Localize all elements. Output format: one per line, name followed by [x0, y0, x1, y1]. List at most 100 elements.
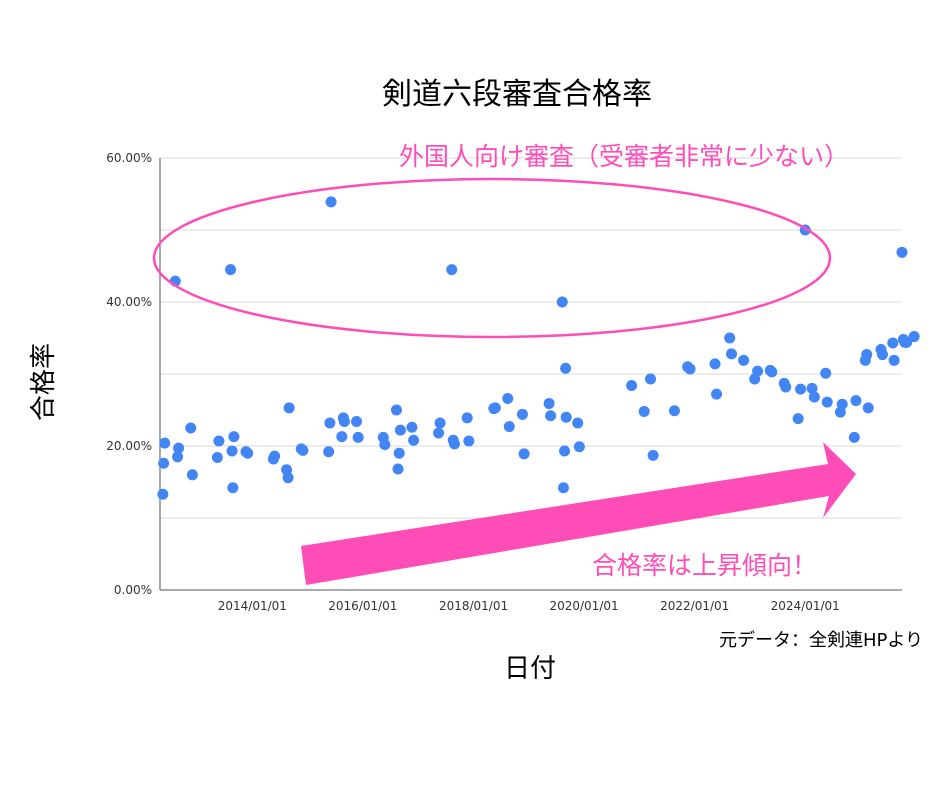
data-point — [572, 417, 584, 429]
x-tick-label: 2016/01/01 — [328, 599, 397, 613]
data-point — [887, 337, 899, 349]
data-point — [461, 412, 473, 424]
x-tick-label: 2020/01/01 — [549, 599, 618, 613]
data-point — [876, 349, 888, 361]
y-tick-label: 60.00% — [106, 151, 152, 165]
data-point — [297, 444, 309, 456]
data-point — [392, 463, 404, 475]
data-point — [227, 482, 239, 494]
data-point — [502, 392, 514, 404]
data-point — [338, 416, 350, 428]
data-point — [780, 381, 792, 393]
data-point — [282, 472, 294, 484]
data-point — [518, 448, 530, 460]
data-point — [408, 434, 420, 446]
x-tick-label: 2018/01/01 — [439, 599, 508, 613]
data-point — [862, 402, 874, 414]
data-point — [352, 431, 364, 443]
x-tick-labels: 2014/01/01 2016/01/01 2018/01/01 2020/01/01… — [218, 599, 840, 613]
data-point — [560, 362, 572, 374]
trend-arrow-body — [301, 442, 856, 585]
data-point — [390, 404, 402, 416]
data-point — [557, 482, 569, 494]
data-point — [573, 441, 585, 453]
y-tick-label: 0.00% — [114, 583, 152, 597]
data-point — [211, 452, 223, 464]
data-point — [228, 431, 240, 443]
data-point — [806, 382, 818, 394]
data-point — [186, 469, 198, 481]
data-point — [379, 439, 391, 451]
data-point — [726, 348, 738, 360]
data-point — [668, 405, 680, 417]
annotation-ellipse — [152, 177, 832, 339]
data-point — [489, 402, 501, 414]
data-point — [463, 435, 475, 447]
data-point — [795, 383, 807, 395]
y-axis-title: 合格率 — [29, 343, 59, 421]
data-point — [836, 398, 848, 410]
data-point — [543, 398, 555, 410]
data-point — [173, 442, 185, 454]
data-point — [446, 264, 458, 276]
data-point — [808, 391, 820, 403]
annotation-trend-label: 合格率は上昇傾向！ — [592, 551, 817, 580]
data-point — [157, 488, 169, 500]
data-point — [434, 417, 446, 429]
data-point — [908, 331, 920, 343]
data-point — [724, 332, 736, 344]
data-point — [323, 446, 335, 458]
data-point — [394, 424, 406, 436]
data-point — [647, 449, 659, 461]
data-point — [448, 438, 460, 450]
data-point — [226, 445, 238, 457]
data-point — [269, 450, 281, 462]
data-point — [888, 354, 900, 366]
data-point — [820, 367, 832, 379]
data-point — [159, 437, 171, 449]
data-point — [709, 358, 721, 370]
data-point — [393, 447, 405, 459]
data-point — [336, 431, 348, 443]
data-point — [283, 402, 295, 414]
data-point — [848, 431, 860, 443]
y-tick-label: 40.00% — [106, 295, 152, 309]
data-point — [556, 296, 568, 308]
data-point — [433, 427, 445, 439]
data-point — [792, 413, 804, 425]
data-point — [325, 196, 337, 208]
data-point — [172, 451, 184, 463]
data-points — [157, 196, 920, 500]
data-point — [242, 447, 254, 459]
data-point — [503, 421, 515, 433]
data-point — [225, 264, 237, 276]
data-point — [213, 435, 225, 447]
data-point — [645, 373, 657, 385]
data-point — [406, 421, 418, 433]
grid-lines — [160, 157, 902, 591]
x-tick-label: 2022/01/01 — [660, 599, 729, 613]
y-tick-label: 20.00% — [106, 439, 152, 453]
chart-title: 剣道六段審査合格率 — [382, 77, 652, 112]
data-point — [324, 417, 336, 429]
data-point — [861, 349, 873, 361]
data-point — [766, 366, 778, 378]
data-point — [516, 408, 528, 420]
data-point — [626, 380, 638, 392]
data-point — [821, 396, 833, 408]
data-point — [185, 422, 197, 434]
data-point — [559, 445, 571, 457]
data-point — [901, 336, 913, 348]
data-point — [351, 416, 363, 428]
x-tick-label: 2014/01/01 — [218, 599, 287, 613]
x-axis-title: 日付 — [504, 654, 556, 684]
data-point — [545, 410, 557, 422]
data-point — [850, 395, 862, 407]
y-tick-labels: 0.00% 20.00% 40.00% 60.00% — [106, 151, 152, 597]
data-point — [738, 354, 750, 366]
data-point — [684, 363, 696, 375]
data-point — [158, 457, 170, 469]
source-note: 元データ：全剣連HPより — [719, 630, 923, 651]
